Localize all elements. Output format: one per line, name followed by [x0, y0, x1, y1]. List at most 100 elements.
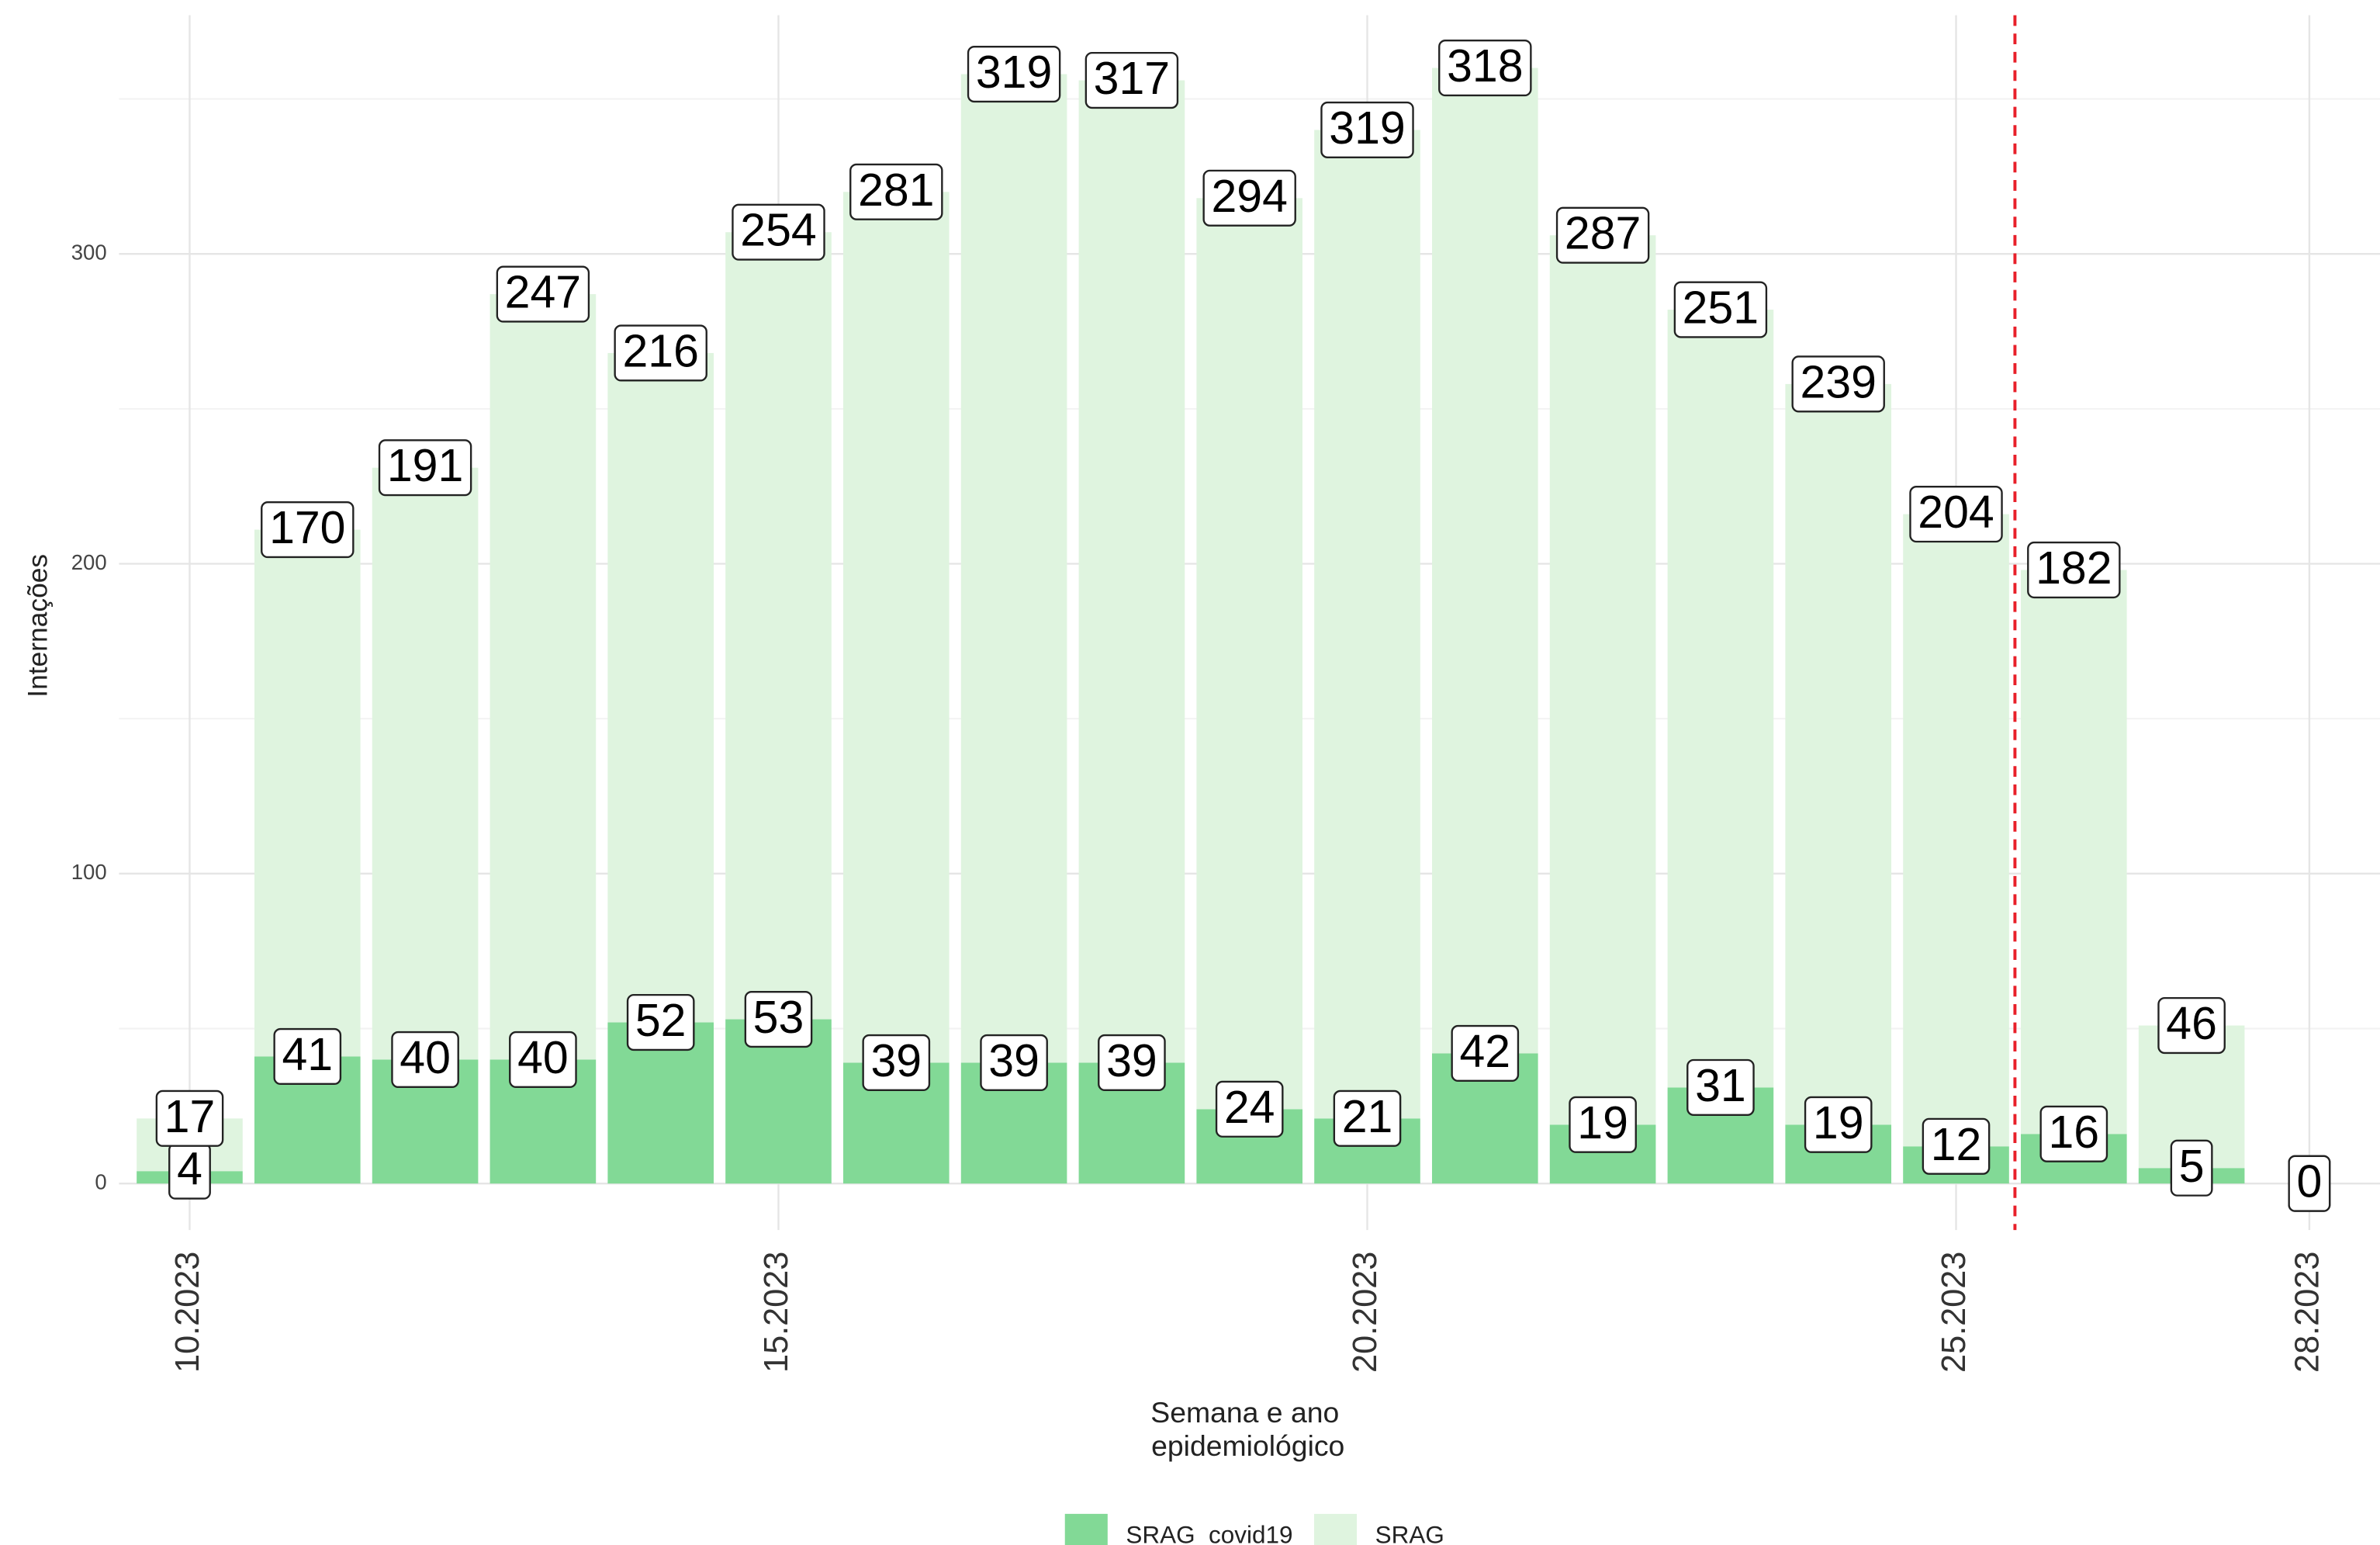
data-label-text: 281: [858, 165, 934, 216]
bar-segment: [254, 529, 361, 1057]
bar-segment: [1431, 68, 1538, 1054]
data-label-text: 12: [1931, 1119, 1982, 1170]
data-label-box: [1673, 281, 1768, 338]
data-label-text: 287: [1565, 208, 1641, 259]
data-label: 5: [2170, 1139, 2213, 1197]
data-label: 42: [1451, 1024, 1520, 1083]
legend-swatch: [1064, 1513, 1108, 1545]
bar-segment: [1903, 514, 2009, 1147]
data-label: 247: [496, 265, 590, 323]
data-label-box: [626, 993, 695, 1051]
data-label: 294: [1202, 169, 1296, 227]
data-label-text: 247: [505, 267, 581, 318]
data-label-text: 39: [870, 1035, 922, 1086]
data-label: 12: [1922, 1117, 1991, 1175]
x-axis-label: epidemiológico: [1151, 1429, 1344, 1462]
data-label-text: 170: [269, 502, 345, 553]
x-tick-label: 10.2023: [169, 1252, 206, 1373]
data-label: 287: [1555, 206, 1650, 264]
data-label: 52: [626, 993, 695, 1051]
data-label: 0: [2288, 1155, 2331, 1212]
data-label-box: [2157, 996, 2226, 1055]
x-axis-label: Semana e ano: [1150, 1396, 1339, 1429]
data-label-box: [378, 439, 472, 497]
y-tick-label: 200: [71, 550, 107, 574]
data-label-text: 191: [387, 440, 463, 491]
data-label-text: 53: [753, 992, 804, 1043]
data-label-box: [2027, 541, 2121, 599]
data-label-box: [967, 45, 1061, 103]
data-label: 4: [168, 1142, 211, 1200]
data-label-box: [1686, 1058, 1755, 1116]
data-label: 251: [1673, 281, 1768, 338]
data-label: 17: [155, 1089, 224, 1147]
data-label-text: 39: [988, 1035, 1040, 1086]
data-label-box: [614, 324, 707, 382]
data-label-text: 0: [2297, 1156, 2323, 1207]
data-label: 281: [849, 163, 943, 220]
data-label-text: 41: [282, 1029, 333, 1080]
data-label-text: 216: [622, 325, 698, 376]
data-label-text: 40: [400, 1032, 451, 1083]
bar-segment: [489, 294, 597, 1060]
data-label-box: [2288, 1155, 2331, 1212]
data-label-box: [1084, 51, 1179, 109]
data-label-box: [1320, 101, 1414, 159]
data-label: 317: [1084, 51, 1179, 109]
data-label: 182: [2027, 541, 2121, 599]
data-label-text: 294: [1211, 171, 1287, 222]
data-label-box: [1333, 1089, 1402, 1147]
data-label-text: 318: [1447, 40, 1523, 92]
data-label-box: [1438, 39, 1532, 97]
data-label-text: 39: [1106, 1035, 1157, 1086]
data-label: 53: [744, 990, 813, 1048]
data-label-text: 16: [2049, 1107, 2100, 1158]
data-label-box: [1909, 486, 2003, 543]
data-label: 31: [1686, 1058, 1755, 1116]
bar-segment: [1314, 130, 1420, 1119]
data-label-text: 52: [635, 995, 687, 1046]
data-label-box: [1098, 1034, 1166, 1092]
y-axis-label: Internações: [22, 554, 53, 698]
x-tick-label: 15.2023: [758, 1252, 795, 1373]
data-label: 21: [1333, 1089, 1402, 1147]
data-label-text: 21: [1342, 1091, 1393, 1142]
bar-segment: [607, 352, 714, 1023]
data-label-text: 254: [740, 205, 816, 256]
x-tick-label: 25.2023: [1935, 1252, 1973, 1373]
data-label-text: 317: [1094, 53, 1170, 104]
data-label: 24: [1215, 1080, 1284, 1138]
data-label: 319: [967, 45, 1061, 103]
bar-segment: [725, 232, 832, 1020]
data-label-text: 17: [164, 1091, 216, 1142]
data-label: 254: [732, 203, 825, 261]
y-tick-label: 0: [95, 1169, 106, 1193]
y-tick-label: 300: [71, 240, 107, 264]
data-label: 204: [1909, 486, 2003, 543]
data-label-box: [155, 1089, 224, 1147]
data-label-text: 319: [1329, 102, 1405, 154]
bar-segment: [1549, 235, 1656, 1125]
data-label-text: 5: [2179, 1141, 2205, 1192]
data-label-text: 42: [1459, 1026, 1510, 1077]
data-label: 191: [378, 439, 472, 497]
data-label-box: [1791, 355, 1885, 413]
data-label-box: [261, 501, 355, 559]
data-label-box: [391, 1031, 459, 1089]
legend-label: SRAG: [1375, 1522, 1444, 1545]
data-label-box: [862, 1034, 931, 1092]
data-label-box: [496, 265, 590, 323]
data-label-text: 4: [177, 1144, 202, 1195]
data-label-text: 19: [1577, 1097, 1628, 1148]
data-label: 19: [1569, 1096, 1637, 1153]
bar-segment: [1667, 310, 1774, 1088]
bar-segment: [842, 192, 950, 1063]
data-label: 319: [1320, 101, 1414, 159]
bar-segment: [372, 467, 479, 1060]
data-label: 19: [1804, 1096, 1873, 1153]
data-label-text: 31: [1695, 1060, 1746, 1111]
bar-segment: [960, 74, 1067, 1063]
data-label-box: [1804, 1096, 1873, 1153]
data-label-box: [1451, 1024, 1520, 1083]
